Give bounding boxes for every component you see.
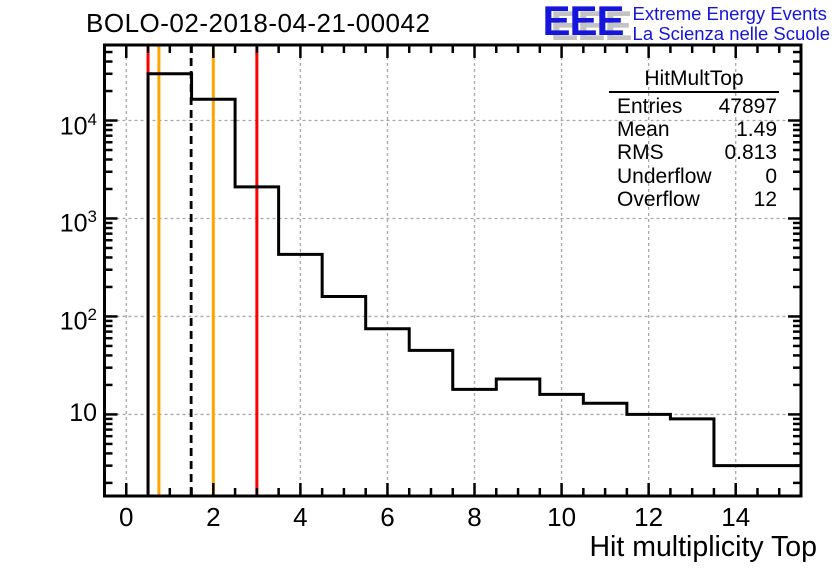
histogram-step (146, 72, 801, 496)
stats-label: RMS (617, 141, 664, 165)
y-tick-label: 103 (59, 207, 97, 238)
x-tick-label: 10 (547, 502, 577, 532)
x-tick-label: 0 (119, 502, 134, 532)
y-tick-label: 104 (59, 109, 97, 140)
eee-logo: EEE Extreme Energy Events La Scienza nel… (542, 0, 830, 44)
eee-logo-text: Extreme Energy Events La Scienza nelle S… (633, 1, 830, 44)
stats-label: Overflow (617, 187, 700, 211)
stats-rows: Entries 47897 Mean 1.49 RMS 0.813 Underf… (609, 93, 779, 211)
eee-logo-acronym: EEE (542, 0, 624, 44)
y-tick-label: 102 (59, 305, 97, 336)
stats-header: HitMultTop (609, 68, 779, 93)
stats-label: Underflow (617, 164, 712, 188)
stats-value: 0 (765, 164, 777, 188)
stats-value: 47897 (718, 95, 777, 118)
stats-box: HitMultTop Entries 47897 Mean 1.49 RMS 0… (609, 68, 779, 211)
stats-row-underflow: Underflow 0 (609, 165, 779, 188)
stats-value: 0.813 (724, 141, 777, 165)
x-tick-label: 8 (467, 502, 482, 532)
stats-row-mean: Mean 1.49 (609, 118, 779, 141)
stats-label: Mean (617, 118, 670, 142)
x-tick-label: 2 (206, 502, 221, 532)
x-tick-label: 12 (634, 502, 664, 532)
eee-logo-line2: La Scienza nelle Scuole (632, 23, 830, 44)
histogram (146, 72, 801, 496)
eee-logo-line1: Extreme Energy Events (632, 3, 827, 24)
grid-lines (104, 45, 801, 496)
stats-value: 12 (753, 187, 777, 211)
stats-row-entries: Entries 47897 (609, 95, 779, 118)
x-tick-label: 14 (721, 502, 751, 532)
stats-label: Entries (617, 95, 683, 118)
page-title: BOLO-02-2018-04-21-00042 (86, 8, 431, 38)
y-tick-label: 10 (69, 399, 97, 428)
stats-value: 1.49 (736, 118, 777, 142)
x-axis-title: Hit multiplicity Top (589, 531, 817, 563)
x-tick-label: 4 (293, 502, 308, 532)
stats-row-rms: RMS 0.813 (609, 141, 779, 164)
x-tick-label: 6 (380, 502, 395, 532)
plot-frame (103, 43, 803, 498)
marker-lines (146, 45, 259, 496)
stats-row-overflow: Overflow 12 (609, 188, 779, 211)
